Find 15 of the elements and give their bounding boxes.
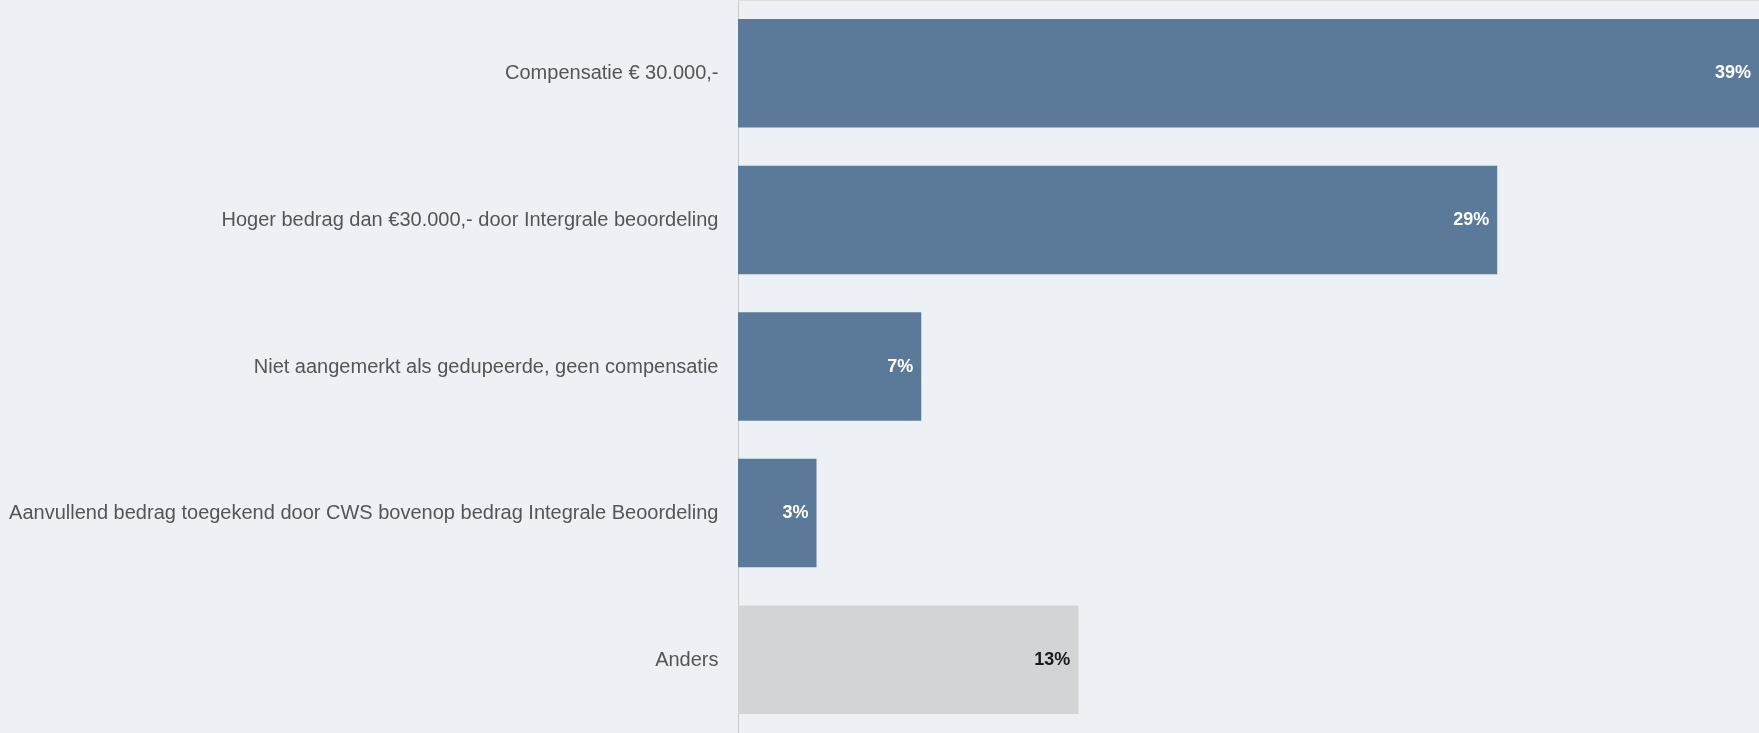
data-label: 39% bbox=[1714, 62, 1751, 83]
bar bbox=[738, 605, 1079, 714]
y-tick-label: Hoger bedrag dan €30.000,- door Intergrale beoordeling bbox=[221, 207, 719, 230]
bar bbox=[738, 19, 1759, 128]
y-tick-label: Aanvullend bedrag toegekend door CWS bovenop bedrag Integrale Beoordeling bbox=[9, 501, 719, 524]
data-label: 13% bbox=[1034, 648, 1071, 669]
bar bbox=[738, 312, 922, 421]
y-tick-label: Compensatie € 30.000,- bbox=[505, 61, 719, 84]
data-label: 29% bbox=[1453, 208, 1490, 229]
y-tick-label: Anders bbox=[655, 647, 719, 670]
y-tick-label: Niet aangemerkt als gedupeerde, geen compensatie bbox=[253, 354, 719, 377]
data-label: 3% bbox=[782, 502, 809, 523]
data-label: 7% bbox=[887, 355, 914, 376]
bar bbox=[738, 458, 817, 568]
bar bbox=[738, 165, 1498, 275]
